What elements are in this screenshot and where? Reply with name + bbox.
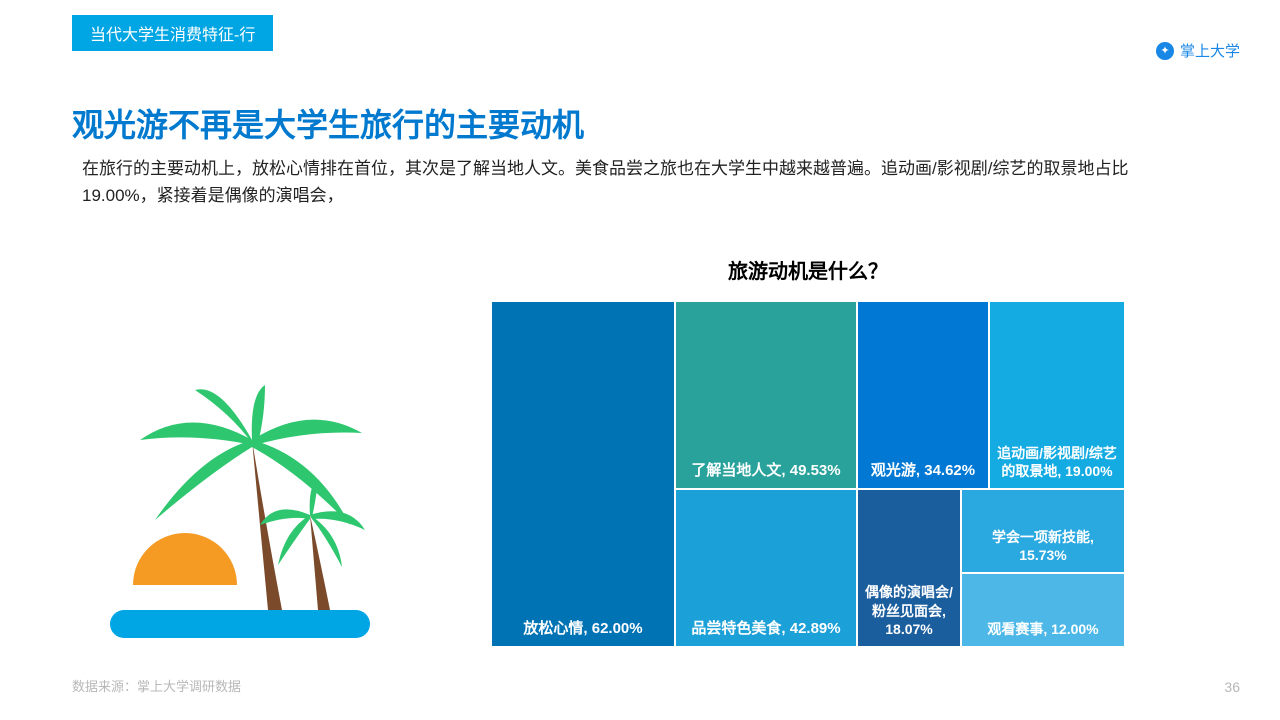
palm-tree-illustration — [100, 385, 380, 645]
logo-icon: ✦ — [1156, 42, 1174, 60]
header-tag: 当代大学生消费特征-行 — [72, 15, 273, 51]
treemap-cell: 偶像的演唱会/粉丝见面会, 18.07% — [858, 490, 960, 646]
chart-title: 旅游动机是什么？ — [492, 255, 1124, 284]
data-source: 数据来源：掌上大学调研数据 — [72, 676, 241, 695]
treemap-cell: 品尝特色美食, 42.89% — [676, 490, 856, 646]
page-number: 36 — [1224, 679, 1240, 695]
treemap-cell: 观光游, 34.62% — [858, 302, 988, 488]
treemap-cell: 追动画/影视剧/综艺的取景地, 19.00% — [990, 302, 1124, 488]
treemap-cell: 观看赛事, 12.00% — [962, 574, 1124, 646]
palm-leaves-icon — [140, 385, 362, 525]
treemap-container: 放松心情, 62.00%了解当地人文, 49.53%品尝特色美食, 42.89%… — [492, 302, 1124, 646]
page-title: 观光游不再是大学生旅行的主要动机 — [72, 100, 584, 146]
brand-logo: ✦ 掌上大学 — [1156, 40, 1240, 61]
small-palm-leaves-icon — [260, 480, 365, 567]
logo-text: 掌上大学 — [1180, 40, 1240, 61]
treemap-cell: 了解当地人文, 49.53% — [676, 302, 856, 488]
treemap-cell: 放松心情, 62.00% — [492, 302, 674, 646]
palm-trunk-icon — [252, 440, 282, 610]
page-subtitle: 在旅行的主要动机上，放松心情排在首位，其次是了解当地人文。美食品尝之旅也在大学生… — [82, 155, 1140, 209]
treemap-cell: 学会一项新技能, 15.73% — [962, 490, 1124, 572]
treemap-chart: 旅游动机是什么？ 放松心情, 62.00%了解当地人文, 49.53%品尝特色美… — [492, 255, 1124, 646]
